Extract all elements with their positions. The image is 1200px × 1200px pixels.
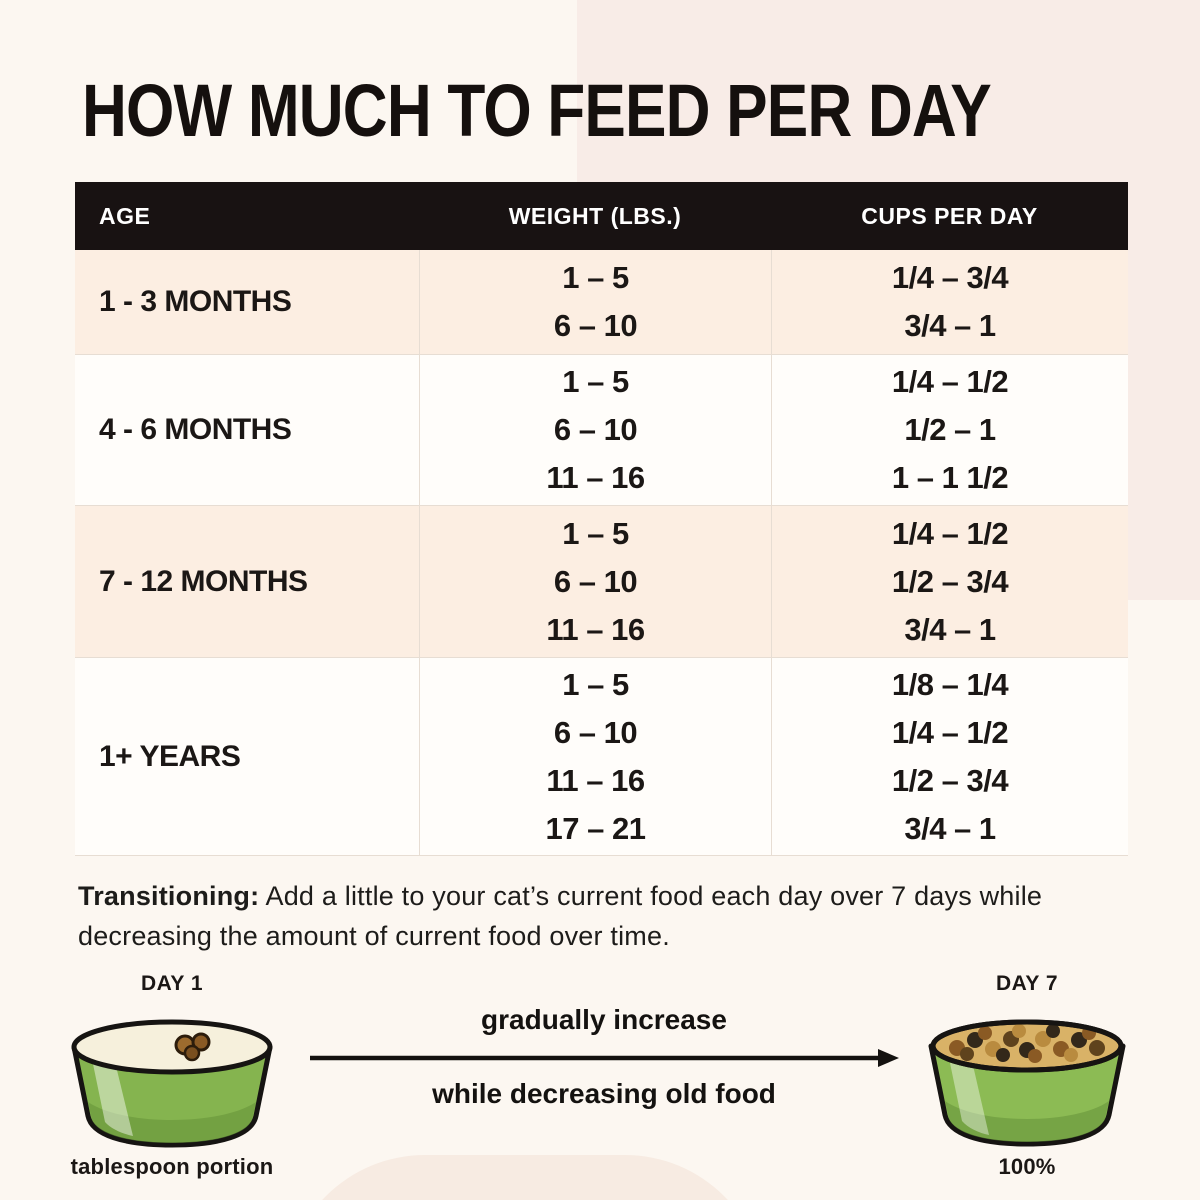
- table-row: 1 - 3 MONTHS 1 – 5 6 – 10 1/4 – 3/4 3/4 …: [75, 250, 1128, 354]
- age-cell: 7 - 12 MONTHS: [99, 564, 308, 598]
- weight-cell: 1 – 5 6 – 10: [419, 250, 771, 354]
- table-row: 4 - 6 MONTHS 1 – 5 6 – 10 11 – 16 1/4 – …: [75, 354, 1128, 505]
- day1-caption: tablespoon portion: [70, 1154, 274, 1179]
- table-body: 1 - 3 MONTHS 1 – 5 6 – 10 1/4 – 3/4 3/4 …: [75, 250, 1128, 856]
- background-shape-bottom: [285, 1155, 765, 1200]
- day7-bowl-icon: [928, 1019, 1126, 1147]
- day1-label: DAY 1: [140, 972, 204, 995]
- weight-cell: 1 – 5 6 – 10 11 – 16 17 – 21: [419, 658, 771, 855]
- transitioning-text: Add a little to your cat’s current food …: [78, 881, 1043, 951]
- day7-caption: 100%: [998, 1154, 1056, 1179]
- day7-group: DAY 7: [918, 972, 1136, 1180]
- arrow-text-bottom: while decreasing old food: [432, 1078, 776, 1109]
- feeding-table: AGE WEIGHT (LBS.) CUPS PER DAY 1 - 3 MON…: [75, 182, 1128, 856]
- day1-bowl-icon: [71, 1019, 273, 1148]
- transitioning-label: Transitioning:: [78, 881, 260, 911]
- cups-cell: 1/4 – 3/4 3/4 – 1: [771, 250, 1128, 354]
- table-header-row: AGE WEIGHT (LBS.) CUPS PER DAY: [75, 182, 1128, 250]
- page-title: HOW MUCH TO FEED PER DAY: [82, 69, 992, 152]
- kibble-pile: [949, 1024, 1105, 1063]
- arrow-right-icon: [310, 1049, 899, 1067]
- age-cell: 1+ YEARS: [99, 739, 241, 773]
- weight-cell: 1 – 5 6 – 10 11 – 16: [419, 355, 771, 505]
- day7-label: DAY 7: [995, 972, 1059, 995]
- arrow-text-top: gradually increase: [481, 1004, 727, 1035]
- day1-group: DAY 1 tablespoon portion: [58, 972, 286, 1180]
- transition-arrow-group: gradually increase while decreasing old …: [304, 1004, 904, 1110]
- age-cell: 4 - 6 MONTHS: [99, 413, 292, 446]
- cups-cell: 1/4 – 1/2 1/2 – 1 1 – 1 1/2: [771, 355, 1128, 505]
- header-cups: CUPS PER DAY: [861, 202, 1038, 229]
- cups-cell: 1/4 – 1/2 1/2 – 3/4 3/4 – 1: [771, 506, 1128, 657]
- cups-cell: 1/8 – 1/4 1/4 – 1/2 1/2 – 3/4 3/4 – 1: [771, 658, 1128, 855]
- table-row: 1+ YEARS 1 – 5 6 – 10 11 – 16 17 – 21 1/…: [75, 657, 1128, 855]
- age-cell: 1 - 3 MONTHS: [99, 285, 292, 318]
- weight-cell: 1 – 5 6 – 10 11 – 16: [419, 506, 771, 657]
- table-row: 7 - 12 MONTHS 1 – 5 6 – 10 11 – 16 1/4 –…: [75, 505, 1128, 657]
- transitioning-note: Transitioning: Add a little to your cat’…: [78, 876, 1153, 956]
- header-age: AGE: [99, 202, 151, 229]
- header-weight: WEIGHT (LBS.): [508, 202, 682, 229]
